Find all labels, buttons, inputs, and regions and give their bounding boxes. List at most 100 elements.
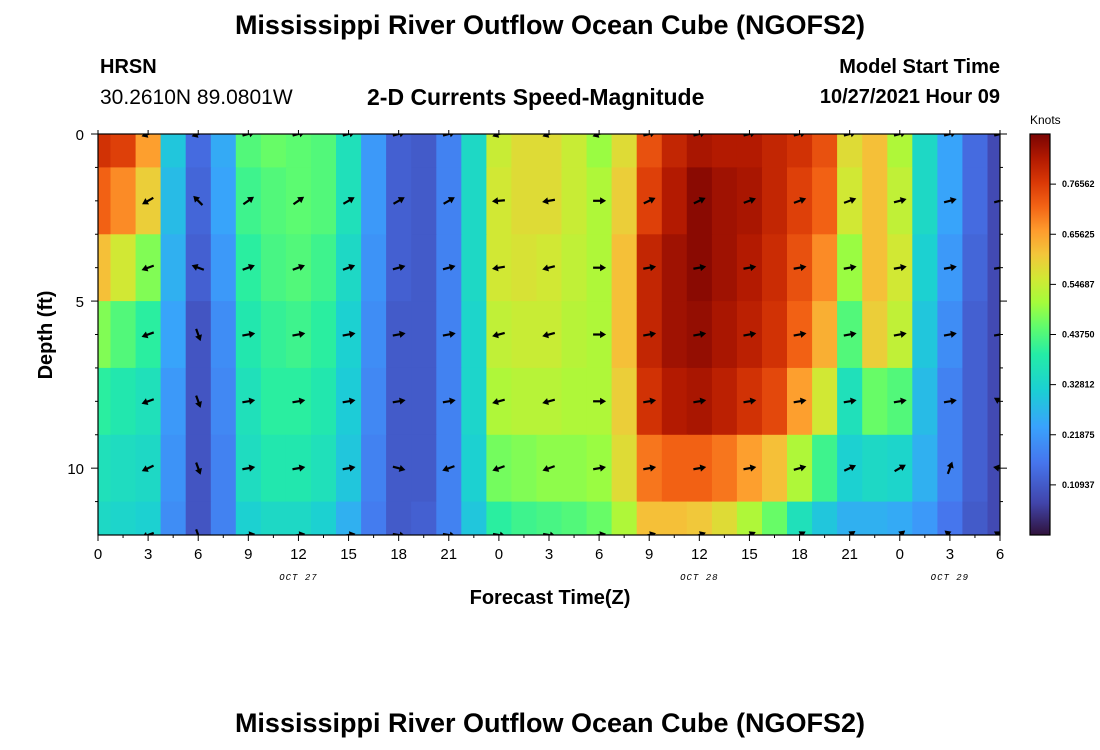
current-arrow xyxy=(141,331,155,339)
current-arrow xyxy=(593,464,606,472)
heatmap-cell xyxy=(962,501,989,535)
current-arrow xyxy=(943,330,957,338)
heatmap-cell xyxy=(812,301,838,369)
station-coordinates: 30.2610N 89.0801W xyxy=(100,86,293,109)
heatmap-cell xyxy=(210,167,237,235)
heatmap-cell xyxy=(636,501,663,535)
heatmap-cell xyxy=(260,234,287,302)
heatmap-cell xyxy=(962,234,989,302)
heatmap-cell xyxy=(436,134,462,168)
current-arrow xyxy=(943,263,957,272)
heatmap-cell xyxy=(411,167,437,235)
heatmap-cell xyxy=(461,167,487,235)
current-arrow xyxy=(943,397,957,405)
heatmap-cell xyxy=(511,434,538,503)
heatmap-cell xyxy=(361,234,387,302)
heatmap-cell xyxy=(260,134,287,168)
heatmap-cell xyxy=(686,134,713,168)
heatmap-cell xyxy=(98,167,112,235)
heatmap-cell xyxy=(98,501,112,535)
heatmap-cell xyxy=(311,434,337,503)
heatmap-cell xyxy=(260,367,287,436)
current-arrow xyxy=(943,197,957,205)
heatmap-cell xyxy=(411,501,437,535)
heatmap-cell xyxy=(461,367,487,436)
heatmap-cell xyxy=(611,301,638,369)
heatmap-cell xyxy=(837,501,863,535)
current-arrow xyxy=(593,330,607,339)
x-tick-label: 3 xyxy=(144,546,152,563)
heatmap-cell xyxy=(411,301,437,369)
heatmap-cell xyxy=(937,501,964,535)
heatmap-cell xyxy=(736,134,763,168)
heatmap-cell xyxy=(561,234,588,302)
heatmap-cell xyxy=(962,434,989,503)
heatmap-cell xyxy=(762,134,788,168)
model-start-label: Model Start Time xyxy=(839,56,1000,78)
model-start-value: 10/27/2021 Hour 09 xyxy=(819,86,1000,108)
colorbar-tick-label: 0.54687 xyxy=(1062,279,1095,289)
heatmap-cell xyxy=(661,501,688,535)
heatmap-cell xyxy=(787,501,813,535)
current-arrow xyxy=(693,464,707,472)
heatmap-cell xyxy=(962,367,989,436)
current-arrow xyxy=(492,264,505,272)
heatmap-cell xyxy=(812,234,838,302)
station-name: HRSN xyxy=(100,56,157,78)
current-arrow xyxy=(593,397,607,405)
heatmap-cell xyxy=(561,434,588,503)
current-arrow xyxy=(141,398,155,406)
current-arrow xyxy=(392,397,406,405)
x-tick-label: 12 xyxy=(290,546,307,563)
x-tick-label: 0 xyxy=(495,546,503,563)
heatmap-cell xyxy=(110,167,137,235)
heatmap-cell xyxy=(160,134,187,168)
heatmap-cell xyxy=(311,134,337,168)
current-arrow xyxy=(993,198,1000,204)
heatmap-cell xyxy=(561,301,588,369)
current-arrow xyxy=(492,398,505,406)
heatmap-cell xyxy=(661,167,688,235)
heatmap-cell xyxy=(98,234,112,302)
heatmap-cell xyxy=(912,367,938,436)
heatmap-cell xyxy=(436,501,462,535)
y-tick-label: 0 xyxy=(76,127,84,144)
current-arrow xyxy=(292,196,305,206)
heatmap-cell xyxy=(887,134,913,168)
date-label: OCT 27 xyxy=(279,573,317,583)
current-arrow xyxy=(643,330,657,338)
x-tick-label: 0 xyxy=(896,546,904,563)
heatmap-cell xyxy=(160,434,187,503)
heatmap-cell xyxy=(386,134,412,168)
current-arrow xyxy=(195,462,202,475)
heatmap-cell xyxy=(862,501,888,535)
x-tick-label: 21 xyxy=(440,546,457,563)
current-arrow xyxy=(643,197,656,205)
heatmap-cell xyxy=(285,501,312,535)
heatmap-cell xyxy=(611,367,638,436)
current-arrow xyxy=(242,196,255,206)
heatmap-cell xyxy=(160,367,187,436)
current-arrow xyxy=(141,264,155,272)
heatmap-cell xyxy=(98,434,112,503)
heatmap-cell xyxy=(461,134,487,168)
heatmap-cell xyxy=(711,367,738,436)
heatmap-cell xyxy=(486,501,513,535)
heatmap-cell xyxy=(937,134,964,168)
heatmap-cell xyxy=(711,234,738,302)
heatmap-cell xyxy=(110,434,137,503)
current-arrow xyxy=(242,263,255,271)
colorbar xyxy=(1029,133,1051,536)
current-arrow xyxy=(743,397,757,405)
current-arrow xyxy=(195,328,202,342)
current-arrow xyxy=(292,330,306,338)
current-arrow xyxy=(342,397,356,405)
heatmap-cell xyxy=(661,301,688,369)
heatmap-cell xyxy=(210,301,237,369)
x-axis-label: Forecast Time(Z) xyxy=(470,587,631,609)
heatmap-cell xyxy=(411,134,437,168)
heatmap-cell xyxy=(98,301,112,369)
current-arrow xyxy=(392,263,406,271)
current-arrow xyxy=(492,331,505,339)
heatmap-cell xyxy=(411,234,437,302)
